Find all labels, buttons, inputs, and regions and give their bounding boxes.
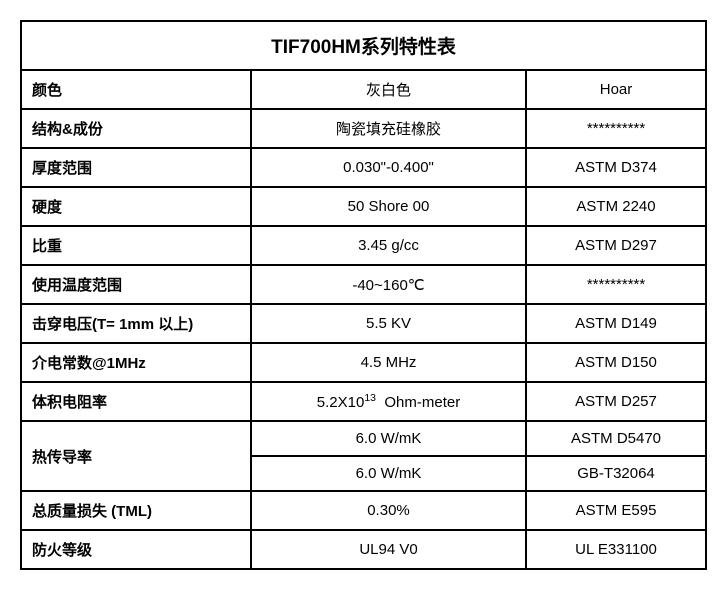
title-row: TIF700HM系列特性表 bbox=[21, 21, 706, 70]
table-row: 颜色灰白色Hoar bbox=[21, 70, 706, 109]
row-standard: ASTM 2240 bbox=[526, 187, 706, 226]
table-row: 硬度50 Shore 00ASTM 2240 bbox=[21, 187, 706, 226]
row-standard: UL E331100 bbox=[526, 530, 706, 569]
table-row: 介电常数@1MHz4.5 MHzASTM D150 bbox=[21, 343, 706, 382]
row-value: 3.45 g/cc bbox=[251, 226, 526, 265]
row-value: 6.0 W/mK bbox=[251, 421, 526, 456]
row-label: 硬度 bbox=[21, 187, 251, 226]
table-row: 总质量损失 (TML)0.30%ASTM E595 bbox=[21, 491, 706, 530]
row-label: 体积电阻率 bbox=[21, 382, 251, 421]
row-label: 颜色 bbox=[21, 70, 251, 109]
row-value: 50 Shore 00 bbox=[251, 187, 526, 226]
row-standard: ********** bbox=[526, 109, 706, 148]
row-value: 4.5 MHz bbox=[251, 343, 526, 382]
row-standard: ASTM D257 bbox=[526, 382, 706, 421]
row-label: 使用温度范围 bbox=[21, 265, 251, 304]
row-value: UL94 V0 bbox=[251, 530, 526, 569]
table-row: 热传导率6.0 W/mKASTM D5470 bbox=[21, 421, 706, 456]
row-value: 灰白色 bbox=[251, 70, 526, 109]
row-standard: ********** bbox=[526, 265, 706, 304]
row-value: 5.5 KV bbox=[251, 304, 526, 343]
row-standard: ASTM D297 bbox=[526, 226, 706, 265]
row-standard: ASTM D149 bbox=[526, 304, 706, 343]
row-value: 5.2X1013 Ohm-meter bbox=[251, 382, 526, 421]
row-label: 介电常数@1MHz bbox=[21, 343, 251, 382]
table-row: 结构&成份陶瓷填充硅橡胶********** bbox=[21, 109, 706, 148]
row-label: 击穿电压(T= 1mm 以上) bbox=[21, 304, 251, 343]
table-row: 比重3.45 g/ccASTM D297 bbox=[21, 226, 706, 265]
row-label: 热传导率 bbox=[21, 421, 251, 491]
row-standard: ASTM D5470 bbox=[526, 421, 706, 456]
row-label: 防火等级 bbox=[21, 530, 251, 569]
row-standard: GB-T32064 bbox=[526, 456, 706, 491]
table-row: 击穿电压(T= 1mm 以上)5.5 KVASTM D149 bbox=[21, 304, 706, 343]
row-value: 0.030"-0.400" bbox=[251, 148, 526, 187]
row-standard: ASTM D150 bbox=[526, 343, 706, 382]
row-standard: Hoar bbox=[526, 70, 706, 109]
table-row: 体积电阻率5.2X1013 Ohm-meterASTM D257 bbox=[21, 382, 706, 421]
row-standard: ASTM D374 bbox=[526, 148, 706, 187]
spec-table: TIF700HM系列特性表 颜色灰白色Hoar结构&成份陶瓷填充硅橡胶*****… bbox=[20, 20, 707, 570]
row-value: 6.0 W/mK bbox=[251, 456, 526, 491]
row-label: 结构&成份 bbox=[21, 109, 251, 148]
row-value: 0.30% bbox=[251, 491, 526, 530]
row-value: -40~160℃ bbox=[251, 265, 526, 304]
row-label: 总质量损失 (TML) bbox=[21, 491, 251, 530]
row-standard: ASTM E595 bbox=[526, 491, 706, 530]
table-row: 厚度范围0.030"-0.400"ASTM D374 bbox=[21, 148, 706, 187]
table-row: 使用温度范围-40~160℃********** bbox=[21, 265, 706, 304]
row-label: 厚度范围 bbox=[21, 148, 251, 187]
table-title: TIF700HM系列特性表 bbox=[21, 21, 706, 70]
spec-table-body: TIF700HM系列特性表 颜色灰白色Hoar结构&成份陶瓷填充硅橡胶*****… bbox=[21, 21, 706, 569]
row-label: 比重 bbox=[21, 226, 251, 265]
row-value: 陶瓷填充硅橡胶 bbox=[251, 109, 526, 148]
table-row: 防火等级UL94 V0UL E331100 bbox=[21, 530, 706, 569]
